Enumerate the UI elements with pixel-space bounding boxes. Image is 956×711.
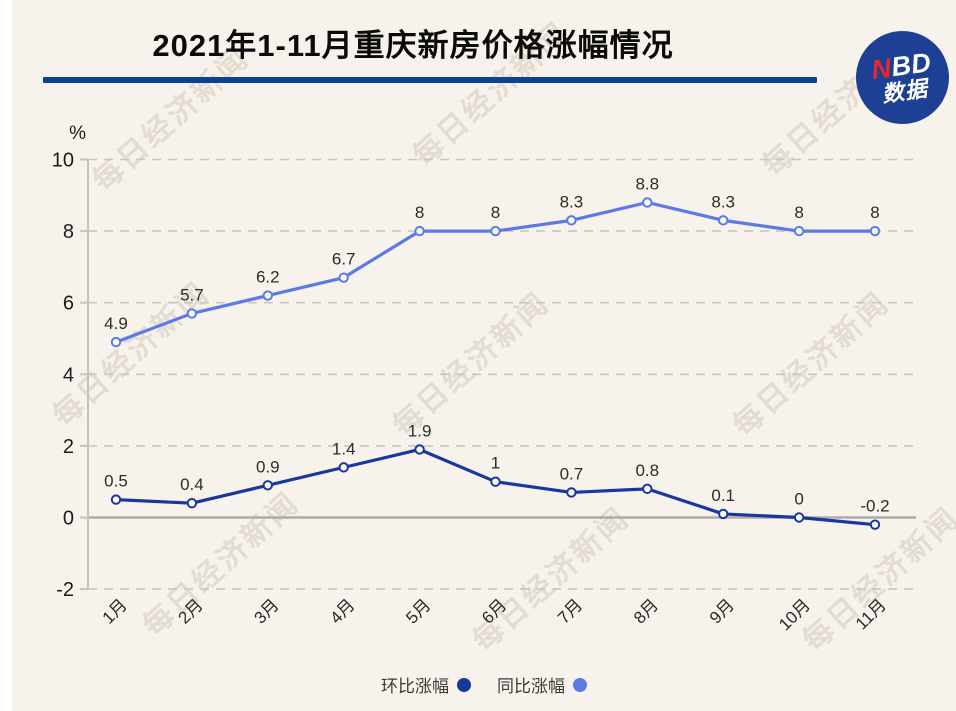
x-tick-label: 4月 bbox=[326, 595, 358, 627]
legend-label-mom: 环比涨幅 bbox=[381, 677, 449, 696]
y-axis: 10 8 6 4 2 0 -2% bbox=[52, 123, 89, 601]
data-point-marker bbox=[414, 225, 425, 237]
legend-item-mom: 环比涨幅 bbox=[381, 672, 471, 697]
data-point-marker bbox=[110, 494, 122, 505]
nbd-logo: NBD 数据 bbox=[856, 31, 949, 124]
data-point-label: 0.4 bbox=[180, 475, 204, 494]
y-tick-label: 0 bbox=[63, 508, 74, 530]
legend-dot-yoy bbox=[573, 677, 587, 692]
y-tick-label: -2 bbox=[56, 579, 74, 601]
y-tick-label: 6 bbox=[63, 293, 74, 315]
data-point-label: 4.9 bbox=[104, 314, 128, 333]
series-line bbox=[114, 200, 877, 344]
data-point-marker bbox=[869, 225, 881, 237]
data-point-marker bbox=[490, 476, 501, 487]
data-point-marker bbox=[262, 290, 273, 301]
data-point-label: 8.8 bbox=[635, 174, 659, 193]
data-point-label: 6.7 bbox=[332, 250, 356, 269]
data-point-marker bbox=[338, 462, 349, 473]
data-point-label: 5.7 bbox=[180, 285, 204, 304]
x-tick-label: 9月 bbox=[706, 595, 738, 627]
y-tick-label: 2 bbox=[63, 436, 74, 458]
y-axis-unit: % bbox=[69, 123, 86, 144]
data-point-marker bbox=[793, 225, 805, 237]
data-point-label: 8 bbox=[870, 203, 879, 222]
data-point-label: 1.4 bbox=[332, 439, 356, 458]
data-point-marker bbox=[414, 444, 425, 455]
series-yoy: 4.9 5.7 6.2 6.7 8 8 8.3 8.8 8.3 8 8 bbox=[104, 174, 881, 348]
data-point-label: 1 bbox=[491, 454, 500, 473]
data-point-label: 0 bbox=[794, 490, 803, 509]
y-tick-label: 8 bbox=[63, 221, 74, 243]
legend-dot-mom bbox=[457, 677, 471, 692]
x-tick-label: 5月 bbox=[402, 595, 434, 627]
x-tick-label: 2月 bbox=[175, 595, 207, 627]
data-point-label: 0.5 bbox=[104, 472, 128, 491]
data-point-marker bbox=[869, 519, 881, 530]
x-tick-label: 10月 bbox=[775, 595, 814, 634]
x-axis-labels: 1月 2月 3月 4月 5月 6月 7月 8月 9月 10月 11月 bbox=[99, 595, 890, 634]
data-point-marker bbox=[262, 480, 273, 491]
data-point-label: -0.2 bbox=[860, 497, 889, 516]
grid-lines bbox=[88, 158, 916, 590]
series-mom: 0.5 0.4 0.9 1.4 1.9 1 0.7 0.8 0.1 0 -0.2 bbox=[104, 421, 890, 530]
data-point-label: 8.3 bbox=[711, 192, 735, 211]
legend-item-yoy: 同比涨幅 bbox=[497, 672, 587, 697]
data-point-marker bbox=[642, 483, 653, 495]
x-tick-label: 1月 bbox=[99, 595, 131, 627]
data-point-marker bbox=[718, 215, 729, 226]
x-tick-label: 6月 bbox=[478, 595, 510, 627]
data-point-label: 8 bbox=[415, 203, 424, 222]
data-point-marker bbox=[490, 225, 501, 237]
data-point-marker bbox=[566, 487, 577, 498]
infographic-canvas bbox=[12, 0, 956, 711]
data-point-label: 8.3 bbox=[560, 192, 584, 211]
chart-legend: 环比涨幅 同比涨幅 bbox=[12, 672, 956, 697]
data-point-marker bbox=[566, 215, 577, 226]
data-point-label: 0.7 bbox=[560, 464, 584, 483]
title-underline bbox=[43, 77, 817, 83]
data-point-marker bbox=[338, 272, 349, 283]
x-tick-label: 11月 bbox=[852, 595, 890, 633]
data-point-label: 0.9 bbox=[256, 457, 280, 476]
legend-label-yoy: 同比涨幅 bbox=[497, 677, 565, 696]
page-title: 2021年1-11月重庆新房价格涨幅情况 bbox=[152, 28, 674, 63]
data-point-marker bbox=[186, 497, 198, 509]
data-point-marker bbox=[642, 197, 653, 208]
data-point-marker bbox=[793, 512, 805, 523]
data-point-label: 0.1 bbox=[711, 486, 735, 505]
x-tick-label: 7月 bbox=[554, 595, 586, 627]
data-point-label: 1.9 bbox=[408, 421, 432, 440]
data-point-label: 8 bbox=[794, 203, 803, 222]
data-point-marker bbox=[110, 336, 122, 348]
data-point-label: 6.2 bbox=[256, 268, 280, 287]
x-tick-label: 8月 bbox=[630, 595, 662, 627]
data-point-label: 0.8 bbox=[635, 461, 659, 480]
data-point-label: 8 bbox=[491, 203, 500, 222]
x-tick-label: 3月 bbox=[250, 595, 282, 627]
data-point-marker bbox=[186, 308, 198, 319]
y-tick-label: 4 bbox=[63, 364, 74, 386]
y-tick-label: 10 bbox=[52, 150, 74, 172]
data-point-marker bbox=[718, 508, 729, 520]
